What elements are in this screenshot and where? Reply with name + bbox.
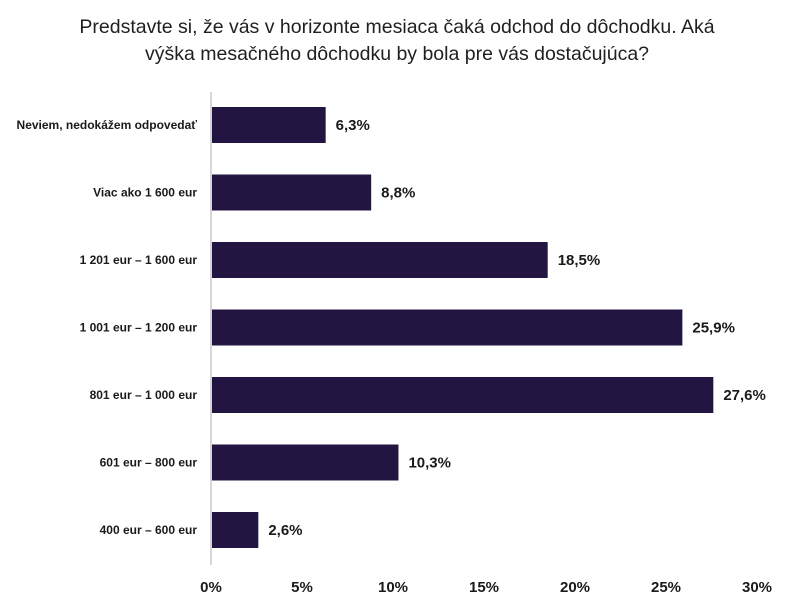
data-label-0: 6,3% xyxy=(336,117,370,134)
bar-6 xyxy=(212,512,259,548)
x-tick-label-0: 0% xyxy=(200,579,222,596)
data-label-5: 10,3% xyxy=(408,455,451,472)
bar-5 xyxy=(212,444,399,481)
chart-title-line-2: výška mesačného dôchodku by bola pre vás… xyxy=(144,43,650,65)
data-label-2: 18,5% xyxy=(558,252,601,269)
chart-title: Predstavte si, že vás v horizonte mesiac… xyxy=(0,14,794,68)
chart-title-line-1: Predstavte si, že vás v horizonte mesiac… xyxy=(79,16,715,38)
x-tick-label-5: 25% xyxy=(651,579,681,596)
bar-4 xyxy=(212,377,714,413)
data-label-4: 27,6% xyxy=(723,387,766,404)
x-tick-label-1: 5% xyxy=(291,579,313,596)
data-label-6: 2,6% xyxy=(268,522,302,539)
data-label-1: 8,8% xyxy=(381,185,415,202)
category-label-5: 601 eur – 800 eur xyxy=(100,456,198,470)
x-tick-label-6: 30% xyxy=(742,579,772,596)
data-label-3: 25,9% xyxy=(692,320,735,337)
bar-3 xyxy=(212,309,683,346)
x-tick-label-2: 10% xyxy=(378,579,408,596)
bar-0 xyxy=(212,107,326,143)
category-label-2: 1 201 eur – 1 600 eur xyxy=(80,253,198,267)
bar-2 xyxy=(212,242,548,278)
category-label-3: 1 001 eur – 1 200 eur xyxy=(80,321,198,335)
category-label-0: Neviem, nedokážem odpovedať xyxy=(17,118,198,132)
bar-1 xyxy=(212,174,372,211)
category-label-4: 801 eur – 1 000 eur xyxy=(90,388,198,402)
category-label-6: 400 eur – 600 eur xyxy=(100,523,198,537)
category-label-1: Viac ako 1 600 eur xyxy=(93,186,197,200)
x-tick-label-4: 20% xyxy=(560,579,590,596)
x-tick-label-3: 15% xyxy=(469,579,499,596)
